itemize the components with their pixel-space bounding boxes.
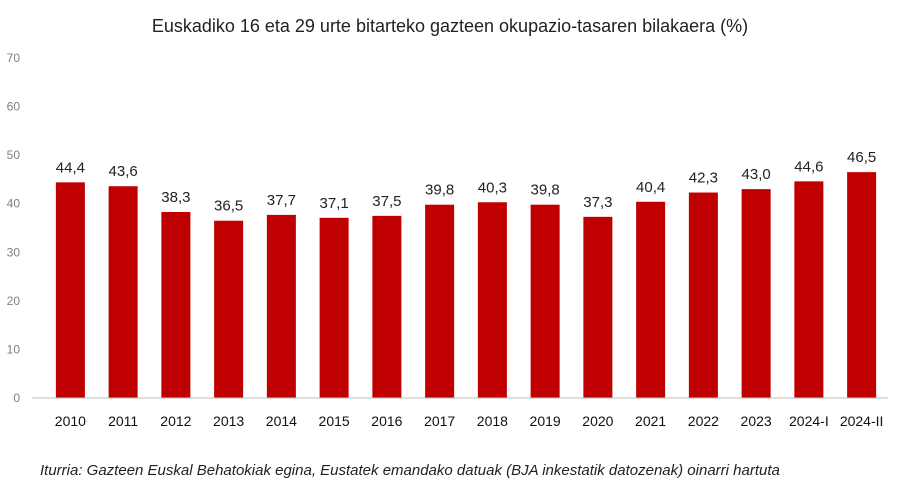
- bar: [847, 172, 877, 398]
- y-tick-label: 10: [7, 342, 21, 356]
- x-tick-label: 2023: [741, 413, 772, 429]
- data-labels: 44,4 43,6 38,3 36,5 37,7 37,1 37,5 39,8 40,3 39,8…: [56, 149, 876, 215]
- bar: [688, 192, 718, 398]
- chart-title: Euskadiko 16 eta 29 urte bitarteko gazte…: [151, 16, 749, 36]
- bar: [794, 181, 824, 398]
- x-tick-label: 2010: [55, 413, 86, 429]
- bar: [636, 201, 666, 398]
- bar: [214, 220, 244, 398]
- bar: [108, 186, 138, 398]
- data-label: 37,1: [320, 195, 349, 212]
- bar: [266, 214, 296, 398]
- data-label: 38,3: [161, 189, 190, 206]
- x-tick-label: 2016: [371, 413, 402, 429]
- data-label: 42,3: [689, 170, 718, 187]
- x-tick-label: 2012: [160, 413, 191, 429]
- x-tick-label: 2014: [266, 413, 297, 429]
- x-axis: 2010 2011 2012 2013 2014 2015 2016 2017 2018 2019…: [55, 413, 884, 429]
- data-label: 43,6: [109, 163, 138, 180]
- data-label: 43,0: [742, 166, 771, 183]
- y-tick-label: 50: [7, 148, 21, 162]
- data-label: 37,7: [267, 192, 296, 209]
- data-label: 40,4: [636, 179, 665, 196]
- source-note: Iturria: Gazteen Euskal Behatokiak egina…: [40, 462, 780, 479]
- x-tick-label: 2019: [530, 413, 561, 429]
- data-label: 37,5: [372, 193, 401, 210]
- x-tick-label: 2013: [213, 413, 244, 429]
- y-tick-label: 70: [7, 51, 21, 65]
- data-label: 46,5: [847, 149, 876, 166]
- data-label: 36,5: [214, 198, 243, 215]
- x-tick-label: 2021: [635, 413, 666, 429]
- x-tick-label: 2015: [319, 413, 350, 429]
- data-label: 37,3: [583, 194, 612, 211]
- bar: [425, 204, 455, 398]
- bar: [530, 204, 560, 398]
- x-tick-label: 2017: [424, 413, 455, 429]
- y-tick-label: 0: [13, 391, 20, 405]
- bar: [319, 217, 349, 398]
- bar: [583, 216, 613, 398]
- x-tick-label: 2020: [582, 413, 613, 429]
- x-tick-label: 2022: [688, 413, 719, 429]
- y-tick-label: 20: [7, 294, 21, 308]
- y-axis: 0 10 20 30 40 50 60 70: [7, 51, 21, 405]
- bars: [55, 172, 877, 398]
- x-tick-label: 2024-II: [840, 413, 884, 429]
- bar: [372, 215, 402, 398]
- bar: [477, 202, 507, 398]
- bar: [741, 189, 771, 398]
- y-tick-label: 40: [7, 197, 21, 211]
- bar: [55, 182, 85, 398]
- x-tick-label: 2024-I: [789, 413, 829, 429]
- data-label: 39,8: [531, 182, 560, 199]
- bar: [161, 211, 191, 398]
- y-tick-label: 30: [7, 245, 21, 259]
- x-tick-label: 2018: [477, 413, 508, 429]
- x-tick-label: 2011: [108, 413, 138, 429]
- data-label: 40,3: [478, 179, 507, 196]
- data-label: 39,8: [425, 182, 454, 199]
- data-label: 44,6: [794, 158, 823, 175]
- y-tick-label: 60: [7, 100, 21, 114]
- data-label: 44,4: [56, 159, 85, 176]
